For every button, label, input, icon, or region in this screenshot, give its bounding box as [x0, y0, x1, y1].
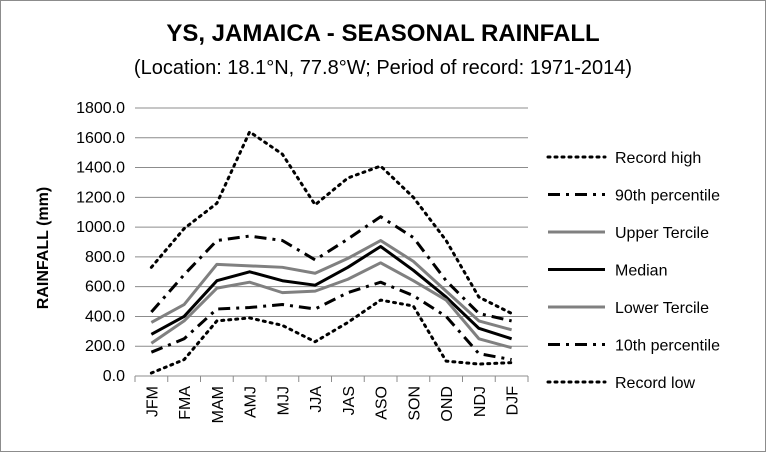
x-tick-label: DJF — [505, 386, 522, 416]
y-axis-label: RAINFALL (mm) — [35, 187, 52, 309]
legend-entry-label: Record low — [615, 375, 695, 392]
series-line-upper-tercile — [150, 239, 513, 332]
y-tick-label: 1400.0 — [76, 160, 125, 177]
chart-subtitle: (Location: 18.1°N, 77.8°W; Period of rec… — [133, 57, 633, 79]
y-tick-label: 600.0 — [85, 279, 125, 296]
legend-entry-label: Record high — [615, 150, 701, 167]
legend-entry-label: 90th percentile — [615, 188, 720, 205]
x-tick-label: SON — [406, 386, 423, 421]
x-tick-label: AMJ — [243, 386, 260, 418]
y-tick-label: 400.0 — [85, 308, 125, 325]
legend-entry-label: 10th percentile — [615, 338, 720, 355]
chart-title: YS, JAMAICA - SEASONAL RAINFALL — [166, 20, 600, 47]
series-line-10th-percentile — [150, 280, 512, 362]
x-tick-label: ASO — [374, 386, 391, 420]
legend-entry-label: Upper Tercile — [615, 225, 709, 242]
series-line-90th-percentile — [150, 215, 512, 323]
x-tick-label: NDJ — [472, 386, 489, 417]
legend-entry-label: Median — [615, 263, 667, 280]
y-tick-label: 1800.0 — [76, 100, 125, 117]
x-tick-label: OND — [439, 386, 456, 422]
x-tick-label: FMA — [177, 386, 194, 420]
series-line-record-low — [149, 298, 514, 375]
series-lines — [149, 130, 514, 375]
y-tick-label: 200.0 — [85, 338, 125, 355]
x-tick-label: JJA — [308, 386, 325, 413]
x-tick-label: MAM — [210, 386, 227, 423]
y-tick-label: 1000.0 — [76, 219, 125, 236]
series-line-record-high — [149, 130, 514, 315]
y-tick-label: 0.0 — [103, 368, 125, 385]
legend-entry-label: Lower Tercile — [615, 300, 709, 317]
series-line-median — [150, 244, 513, 341]
y-tick-label: 1200.0 — [76, 189, 125, 206]
y-tick-label: 1600.0 — [76, 130, 125, 147]
y-tick-label: 800.0 — [85, 249, 125, 266]
x-tick-label: MJJ — [275, 386, 292, 415]
axes: 0.0 200.0 400.0 600.0 800.0 1000.0 1200.0 1400.… — [76, 100, 529, 423]
x-tick-label: JFM — [144, 386, 161, 417]
x-tick-label: JAS — [341, 386, 358, 415]
series-line-lower-tercile — [150, 261, 513, 350]
legend: Record high 90th percentile Upper Tercile M… — [546, 150, 720, 392]
